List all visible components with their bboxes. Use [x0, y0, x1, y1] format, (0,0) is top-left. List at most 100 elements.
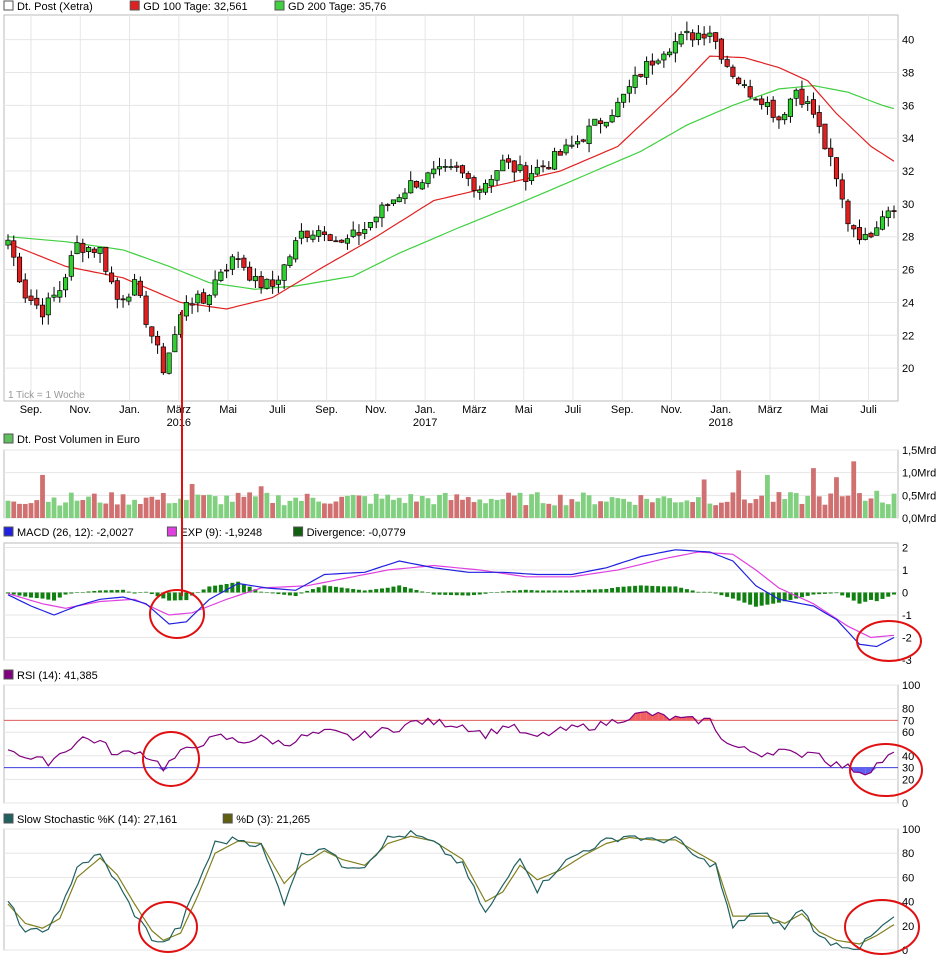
- x-tick-label-2: Jan.: [119, 404, 140, 416]
- divergence-bar: [287, 592, 292, 596]
- candle-body: [454, 165, 460, 168]
- volume-bar: [11, 501, 17, 518]
- x-tick-label-0: Sep.: [20, 404, 43, 416]
- y-tick-label-1: 22: [902, 330, 914, 342]
- y-tick-label-1: -2: [902, 633, 912, 645]
- divergence-bar: [713, 592, 718, 594]
- candle-body: [747, 86, 753, 98]
- volume-bar: [74, 500, 80, 518]
- volume-bar: [34, 500, 40, 518]
- candle-body: [511, 160, 517, 173]
- candle-body: [62, 277, 69, 291]
- divergence-bar: [34, 592, 39, 599]
- volume-bar: [264, 492, 270, 518]
- volume-bar: [160, 493, 166, 518]
- volume-bar: [684, 500, 690, 518]
- divergence-bar: [379, 588, 384, 593]
- divergence-bar: [621, 586, 626, 593]
- divergence-bar: [368, 589, 373, 593]
- candle-body: [569, 144, 575, 147]
- volume-bar: [368, 503, 373, 518]
- divergence-bar: [149, 592, 154, 595]
- volume-bar: [293, 497, 299, 518]
- candle-body: [759, 98, 765, 105]
- candle-body: [321, 231, 327, 235]
- divergence-bar: [431, 592, 436, 595]
- volume-bar: [540, 503, 546, 518]
- divergence-bar: [707, 591, 712, 593]
- legend-label-1: GD 100 Tage: 32,561: [143, 1, 247, 13]
- divergence-bar: [546, 590, 551, 593]
- volume-bar: [776, 492, 782, 518]
- divergence-bar: [126, 591, 131, 593]
- legend-label-0: Dt. Post (Xetra): [17, 1, 93, 13]
- divergence-bar: [276, 592, 281, 595]
- x-tick-label-17: Juli: [860, 404, 877, 416]
- price-grid: [4, 15, 898, 401]
- divergence-bar: [811, 592, 816, 595]
- candle-body: [799, 88, 805, 105]
- divergence-bar: [656, 586, 661, 593]
- candle-body: [339, 239, 345, 243]
- candle-body: [707, 32, 713, 37]
- volume-y-ticks: 0,0Mrd 0,5Mrd 1,0Mrd 1,5Mrd: [902, 445, 936, 525]
- volume-bar: [494, 499, 500, 518]
- legend-label-0: MACD (26, 12): -2,0027: [17, 527, 134, 539]
- candle-body: [218, 271, 224, 281]
- macd-panel: -3 -2 -1 0 1 2 MACD (26, 12): -2,0027 EXP (9):…: [3, 526, 912, 667]
- volume-bar: [5, 500, 11, 518]
- y-tick-label-2: -1: [902, 610, 912, 622]
- volume-panel: 0,0Mrd 0,5Mrd 1,0Mrd 1,5Mrd Dt. Post Volume…: [3, 433, 936, 525]
- candle-body: [385, 204, 391, 206]
- divergence-bar: [690, 590, 695, 593]
- divergence-bar: [299, 592, 304, 594]
- divergence-bar: [828, 592, 833, 594]
- divergence-bar: [868, 592, 873, 600]
- volume-bar: [816, 496, 822, 518]
- y-tick-label-5: 30: [902, 199, 914, 211]
- divergence-bar: [103, 590, 108, 593]
- volume-bar: [730, 492, 736, 518]
- price-legend: Dt. Post (Xetra) GD 100 Tage: 32,561 GD 20…: [3, 0, 386, 13]
- candle-body: [879, 216, 886, 230]
- divergence-bar: [776, 592, 781, 603]
- x-tick-label-8: Jan.: [415, 404, 436, 416]
- candle-body: [224, 269, 230, 272]
- volume-bar: [891, 493, 897, 518]
- candle-body: [782, 114, 788, 121]
- divergence-bar: [644, 585, 649, 593]
- volume-bar: [356, 495, 362, 518]
- divergence-bar: [805, 592, 810, 596]
- volume-bar: [350, 495, 356, 518]
- candle-body: [730, 66, 736, 77]
- volume-bar: [885, 504, 891, 518]
- y-tick-label-0: 0,0Mrd: [902, 513, 936, 525]
- volume-bar: [68, 492, 74, 518]
- gd100-path: [7, 55, 895, 310]
- divergence-bar: [40, 592, 45, 599]
- divergence-bar: [581, 589, 586, 593]
- candle-body: [149, 326, 155, 337]
- volume-bar: [333, 501, 339, 518]
- divergence-bar: [552, 590, 557, 593]
- volume-bar: [701, 479, 707, 518]
- candle-body: [621, 93, 627, 103]
- divergence-bar: [466, 592, 471, 596]
- divergence-bar: [840, 592, 845, 596]
- volume-bar: [201, 495, 207, 518]
- candlesticks: [5, 21, 897, 375]
- volume-bar: [28, 503, 34, 518]
- volume-bar: [713, 505, 719, 518]
- volume-bar: [626, 501, 632, 518]
- volume-bar: [414, 501, 419, 518]
- rsi-panel-frame: [3, 684, 899, 804]
- legend-swatch-2: [293, 526, 304, 537]
- volume-bar: [465, 497, 471, 518]
- volume-bar: [724, 501, 730, 518]
- divergence-bar: [489, 592, 494, 594]
- divergence-bar: [282, 592, 287, 595]
- volume-bar: [719, 502, 724, 518]
- x-tick-label-5: Juli: [269, 404, 286, 416]
- volume-bar: [114, 504, 120, 518]
